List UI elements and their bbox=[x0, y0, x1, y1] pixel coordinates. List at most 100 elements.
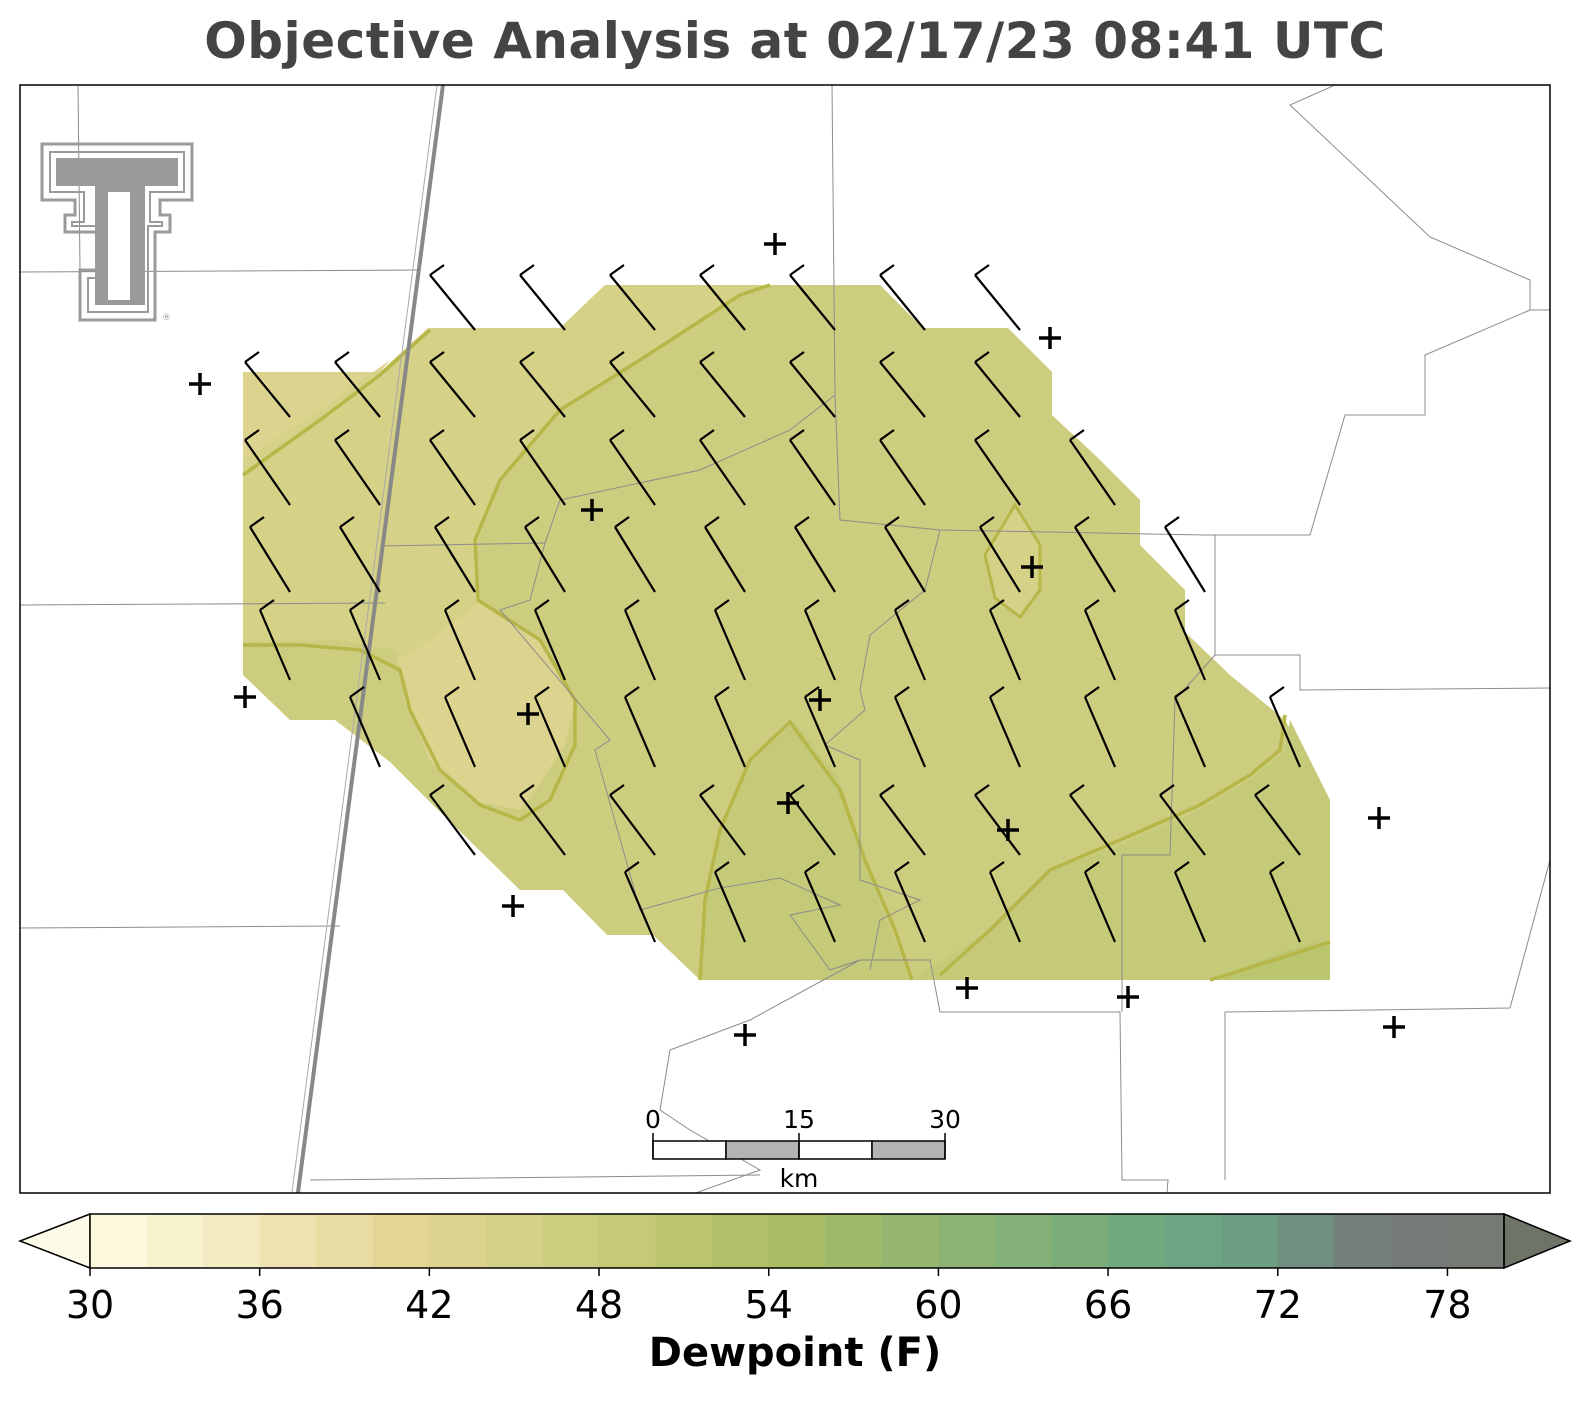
wind-barb bbox=[699, 351, 746, 418]
colorbar-swatch bbox=[655, 1214, 713, 1268]
station-marker bbox=[997, 819, 1019, 841]
wind-barb bbox=[623, 861, 657, 943]
colorbar-swatch bbox=[1108, 1214, 1166, 1268]
dewpoint-44-46-region bbox=[243, 285, 770, 800]
wind-barb bbox=[879, 264, 926, 331]
station-marker bbox=[1368, 807, 1390, 829]
colorbar-tick-label: 30 bbox=[66, 1283, 114, 1327]
wind-barb bbox=[794, 516, 836, 593]
texas-tech-logo: ® bbox=[40, 142, 194, 323]
wind-barb bbox=[614, 516, 656, 593]
wind-barb bbox=[429, 784, 476, 856]
wind-barb bbox=[623, 686, 657, 768]
wind-barb bbox=[789, 784, 836, 856]
wind-barb bbox=[429, 351, 476, 418]
station-marker bbox=[189, 373, 211, 395]
station-marker bbox=[734, 1024, 756, 1046]
wind-barb bbox=[443, 599, 477, 681]
wind-barb bbox=[609, 351, 656, 418]
wind-barb bbox=[879, 351, 926, 418]
wind-barb bbox=[893, 686, 927, 768]
colorbar-ticks: 30 36 42 48 54 60 66 72 78 bbox=[66, 1268, 1472, 1327]
station-marker bbox=[809, 689, 831, 711]
station-markers bbox=[189, 233, 1405, 1046]
wind-barb bbox=[334, 429, 381, 506]
wind-barb bbox=[609, 264, 656, 331]
svg-text:®: ® bbox=[162, 313, 171, 323]
wind-barb bbox=[609, 429, 656, 506]
colorbar-swatch bbox=[146, 1214, 204, 1268]
wind-barb bbox=[443, 686, 477, 768]
wind-barb bbox=[879, 784, 926, 856]
wind-barb bbox=[699, 429, 746, 506]
wind-barb bbox=[713, 599, 747, 681]
station-marker bbox=[956, 977, 978, 999]
wind-barb bbox=[893, 599, 927, 681]
colorbar-swatch bbox=[1334, 1214, 1392, 1268]
station-marker bbox=[581, 499, 603, 521]
wind-barb bbox=[789, 264, 836, 331]
colorbar-swatch bbox=[1164, 1214, 1222, 1268]
colorbar-swatch bbox=[712, 1214, 770, 1268]
scale-unit: km bbox=[780, 1164, 819, 1193]
colorbar-swatch bbox=[372, 1214, 430, 1268]
colorbar-swatch bbox=[994, 1214, 1053, 1268]
wind-barb bbox=[623, 599, 657, 681]
colorbar-tick-label: 72 bbox=[1254, 1283, 1302, 1327]
wind-barb bbox=[974, 429, 1021, 506]
wind-barb bbox=[1254, 784, 1301, 856]
wind-barb bbox=[988, 861, 1022, 943]
colorbar-swatch bbox=[825, 1214, 883, 1268]
wind-barb bbox=[988, 686, 1022, 768]
wind-barb bbox=[1164, 516, 1206, 593]
colorbar-swatch bbox=[316, 1214, 374, 1268]
scale-bar: 0 15 30 km bbox=[645, 1105, 961, 1193]
wind-barb bbox=[519, 264, 566, 331]
station-marker bbox=[517, 703, 539, 725]
wind-barb bbox=[974, 351, 1021, 418]
wind-barbs bbox=[244, 264, 1302, 943]
colorbar-over-arrow bbox=[1503, 1212, 1572, 1270]
colorbar-tick-label: 66 bbox=[1084, 1283, 1132, 1327]
map-title: Objective Analysis at 02/17/23 08:41 UTC bbox=[204, 12, 1386, 70]
wind-barb bbox=[803, 599, 837, 681]
wind-barb bbox=[1159, 784, 1206, 856]
station-marker bbox=[502, 895, 524, 917]
wind-barb bbox=[519, 429, 566, 506]
colorbar-tick-label: 60 bbox=[914, 1283, 962, 1327]
colorbar-swatch bbox=[1447, 1214, 1505, 1268]
colorbar-swatch bbox=[599, 1214, 657, 1268]
wind-barb bbox=[258, 599, 292, 681]
station-marker bbox=[764, 233, 786, 255]
wind-barb bbox=[249, 516, 291, 593]
wind-barb bbox=[1083, 599, 1117, 681]
station-marker bbox=[234, 686, 256, 708]
wind-barb bbox=[713, 861, 747, 943]
colorbar-swatch bbox=[1390, 1214, 1449, 1268]
colorbar-tick-label: 36 bbox=[236, 1283, 284, 1327]
wind-barb bbox=[1173, 686, 1207, 768]
colorbar-tick-label: 42 bbox=[405, 1283, 453, 1327]
colorbar-swatches bbox=[17, 1212, 1572, 1270]
wind-barb bbox=[244, 429, 291, 506]
colorbar-swatch bbox=[1051, 1214, 1109, 1268]
wind-barb bbox=[339, 516, 381, 593]
wind-barb bbox=[429, 264, 476, 331]
analysis-map: ® 0 15 30 km bbox=[19, 84, 1551, 1194]
wind-barb bbox=[429, 429, 476, 506]
wind-barb bbox=[519, 784, 566, 856]
wind-barb bbox=[1268, 861, 1302, 943]
wind-barb bbox=[803, 686, 837, 768]
wind-barb bbox=[1173, 861, 1207, 943]
wind-barb bbox=[524, 516, 566, 593]
wind-barb bbox=[1268, 686, 1302, 768]
wind-barb bbox=[348, 686, 382, 768]
dewpoint-southeast-region bbox=[910, 720, 1330, 980]
colorbar-swatch bbox=[203, 1214, 261, 1268]
state-border bbox=[295, 85, 445, 1193]
wind-barb bbox=[244, 351, 291, 418]
wind-barb bbox=[334, 351, 381, 418]
wind-barb bbox=[884, 516, 926, 593]
colorbar-tick-label: 48 bbox=[575, 1283, 623, 1327]
colorbar-swatch bbox=[259, 1214, 317, 1268]
